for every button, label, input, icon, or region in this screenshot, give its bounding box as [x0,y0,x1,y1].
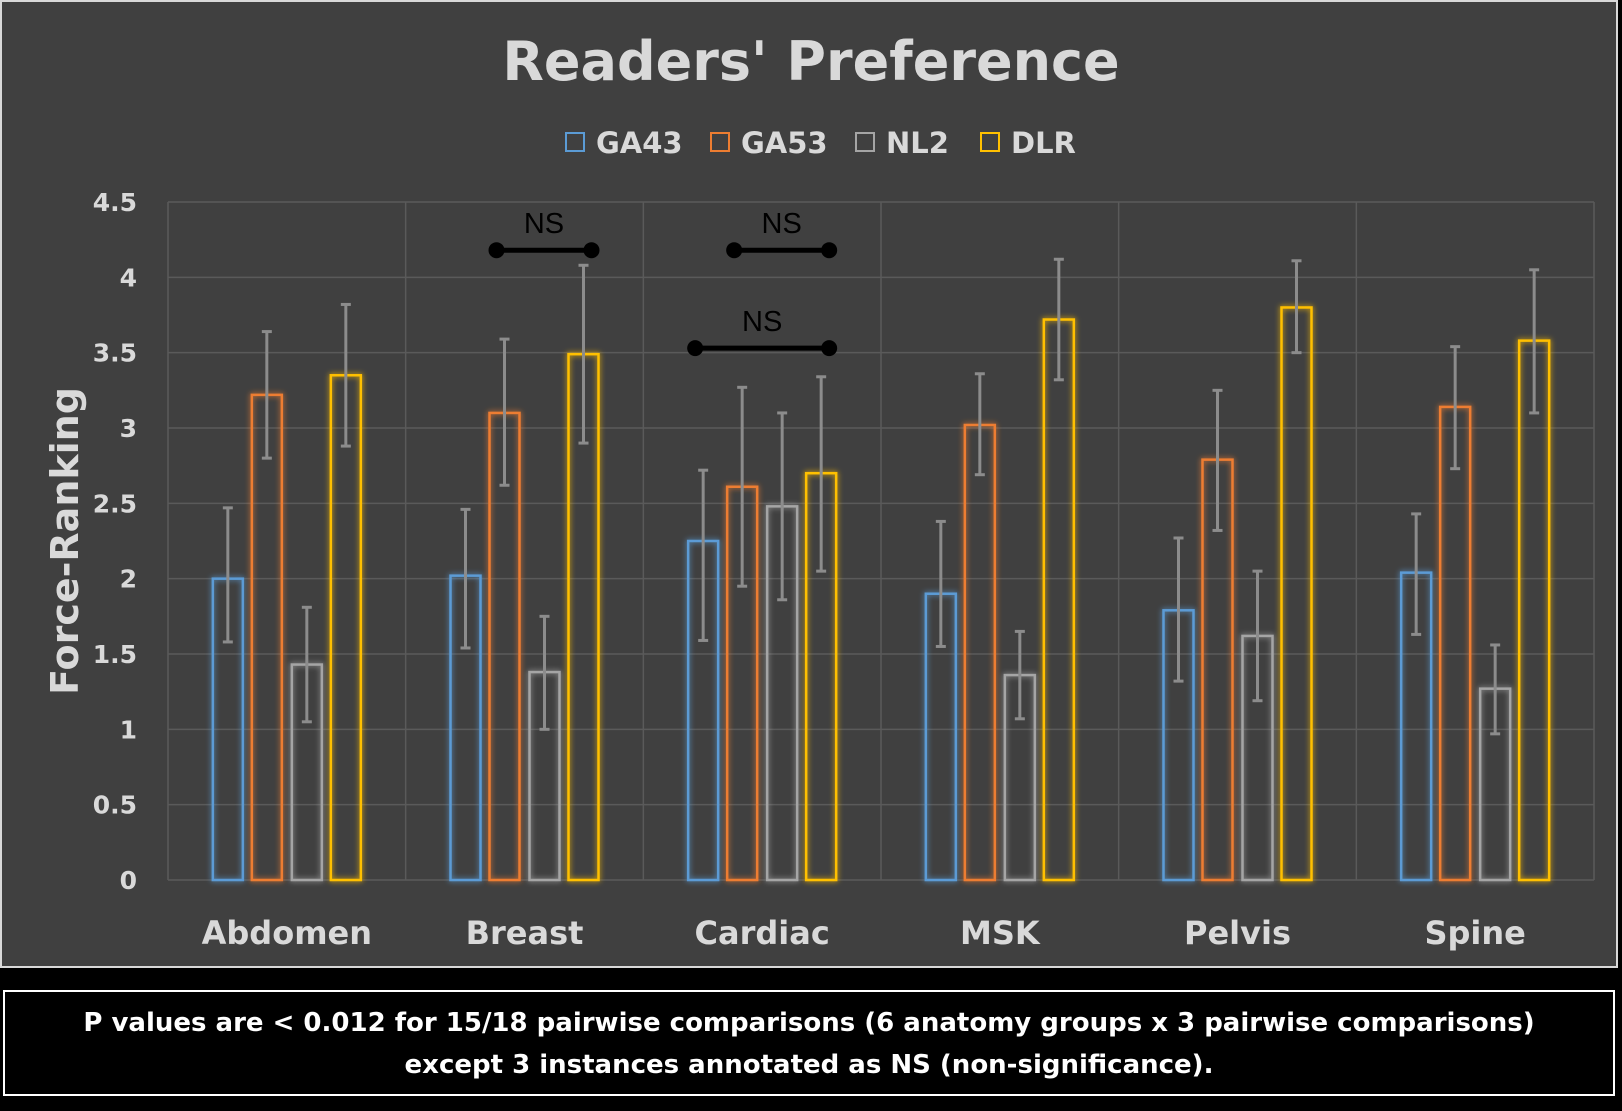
bar-ga53 [963,423,997,882]
footer-line-2: except 3 instances annotated as NS (non-… [404,1050,1214,1080]
bar-dlr [1517,339,1551,882]
y-tick-label: 3 [120,414,137,443]
y-tick-label: 1 [120,715,137,744]
bar-ga53 [250,393,284,882]
footer-note: P values are < 0.012 for 15/18 pairwise … [3,990,1615,1096]
bar-dlr [1042,318,1076,882]
x-tick-label: Pelvis [1184,914,1291,952]
y-tick-label: 0.5 [93,791,137,820]
legend-label-dlr: DLR [1011,126,1076,160]
footer-line-1: P values are < 0.012 for 15/18 pairwise … [83,1008,1535,1038]
y-tick-label: 4.5 [93,188,137,217]
bar-chart: Readers' Preference Force-Ranking 0 0.5 1 1… [43,30,1595,952]
legend-label-ga53: GA53 [741,126,828,160]
x-tick-label: Spine [1424,914,1525,952]
y-tick-label: 0 [120,866,137,895]
ns-annotation: NS [524,208,564,240]
legend-swatch-ga53 [710,132,730,152]
y-axis-label: Force-Ranking [43,387,87,695]
y-tick-label: 2.5 [93,489,137,518]
legend-swatch-nl2 [855,132,875,152]
y-tick-label: 2 [120,565,137,594]
legend-swatch-ga43 [565,132,585,152]
y-tick-label: 4 [120,263,137,292]
chart-title: Readers' Preference [502,30,1119,93]
bracket-end-dot [821,340,838,357]
x-tick-label: Abdomen [202,914,372,952]
y-tick-label: 3.5 [93,339,137,368]
x-tick-label: MSK [960,914,1041,952]
bar-dlr [1280,306,1313,882]
chart-frame [0,0,1618,968]
x-tick-label: Cardiac [695,914,830,952]
bracket-end-dot [488,242,505,259]
legend-label-ga43: GA43 [596,126,683,160]
bracket-end-dot [583,242,600,259]
bracket-end-dot [821,242,838,259]
legend-label-nl2: NL2 [886,126,949,160]
bar-ga53 [1438,405,1472,882]
bracket-end-dot [687,340,704,357]
x-tick-label: Breast [466,914,584,952]
ns-annotation: NS [742,306,782,338]
legend-swatch-dlr [980,132,1000,152]
ns-annotation: NS [762,208,802,240]
bracket-end-dot [726,242,743,259]
y-tick-label: 1.5 [93,640,137,669]
